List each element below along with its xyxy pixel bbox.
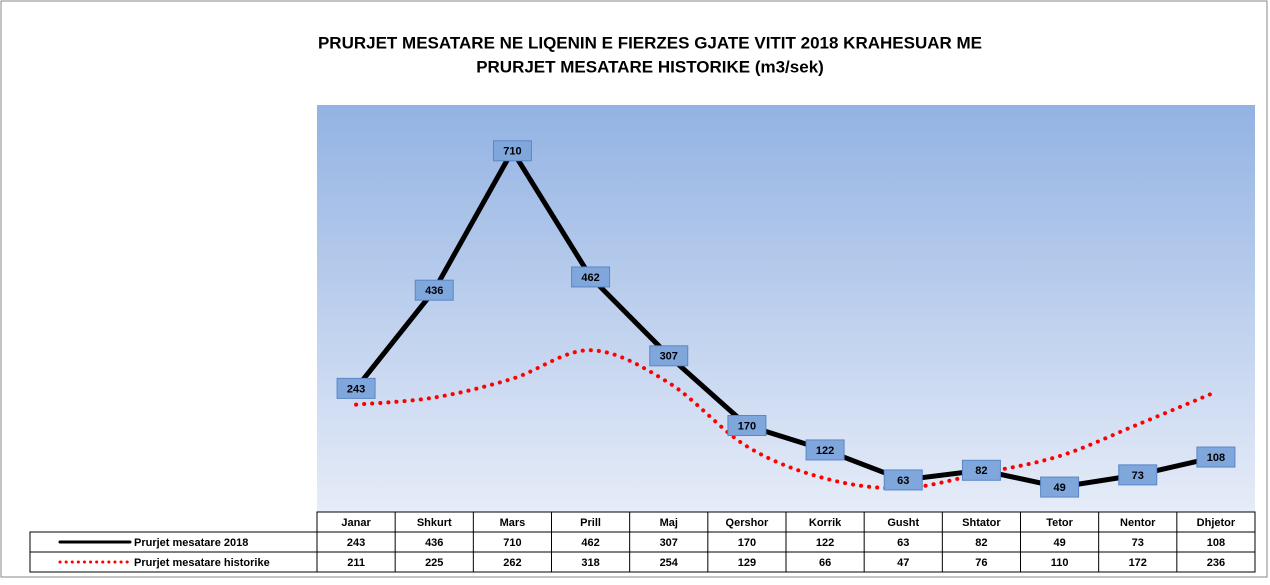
chart-title: PRURJET MESATARE NE LIQENIN E FIERZES GJ… — [318, 33, 982, 52]
data-label: 73 — [1132, 470, 1144, 482]
table-value: 82 — [975, 537, 987, 549]
x-tick-label: Korrik — [809, 517, 842, 529]
data-label-box — [961, 459, 1001, 481]
x-tick-label: Tetor — [1046, 517, 1073, 529]
table-value: 108 — [1207, 537, 1225, 549]
x-tick-label: Gusht — [887, 517, 919, 529]
data-label-box — [492, 140, 532, 162]
table-value: 307 — [660, 537, 678, 549]
data-label: 49 — [1053, 482, 1065, 494]
legend-label: Prurjet mesatare historike — [134, 557, 270, 569]
x-tick-label: Prill — [580, 517, 601, 529]
x-tick-label: Dhjetor — [1197, 517, 1236, 529]
x-tick-label: Shtator — [962, 517, 1001, 529]
data-label: 243 — [347, 383, 365, 395]
x-tick-label: Maj — [660, 517, 678, 529]
data-label-box — [805, 439, 845, 461]
table-value: 172 — [1129, 557, 1147, 569]
data-label: 436 — [425, 285, 443, 297]
chart-subtitle: PRURJET MESATARE HISTORIKE (m3/sek) — [476, 57, 824, 76]
table-value: 66 — [819, 557, 831, 569]
table-value: 710 — [503, 537, 521, 549]
data-label: 170 — [738, 420, 756, 432]
data-label-box — [336, 377, 376, 399]
table-value: 243 — [347, 537, 365, 549]
table-value: 236 — [1207, 557, 1225, 569]
table-value: 225 — [425, 557, 443, 569]
plot-area — [317, 105, 1255, 512]
x-tick-label: Nentor — [1120, 517, 1156, 529]
data-label: 710 — [503, 146, 521, 158]
table-value: 462 — [581, 537, 599, 549]
x-tick-label: Janar — [341, 517, 371, 529]
x-tick-label: Qershor — [726, 517, 770, 529]
data-label-box — [1196, 446, 1236, 468]
data-label-box — [1040, 476, 1080, 498]
data-label-box — [1118, 464, 1158, 486]
data-label-box — [571, 266, 611, 288]
data-label: 122 — [816, 445, 834, 457]
table-value: 254 — [660, 557, 679, 569]
table-value: 318 — [581, 557, 599, 569]
data-label: 307 — [660, 351, 678, 363]
table-value: 262 — [503, 557, 521, 569]
table-value: 110 — [1051, 557, 1069, 569]
data-label: 108 — [1207, 452, 1225, 464]
data-label-box — [727, 415, 767, 437]
legend-label: Prurjet mesatare 2018 — [134, 537, 248, 549]
table-value: 49 — [1053, 537, 1065, 549]
table-value: 76 — [975, 557, 987, 569]
table-value: 122 — [816, 537, 834, 549]
table-value: 170 — [738, 537, 756, 549]
table-value: 47 — [897, 557, 909, 569]
data-label: 63 — [897, 475, 909, 487]
data-label-box — [414, 279, 454, 301]
table-value: 211 — [347, 557, 365, 569]
table-value: 63 — [897, 537, 909, 549]
x-tick-label: Shkurt — [417, 517, 452, 529]
table-value: 129 — [738, 557, 756, 569]
table-value: 73 — [1132, 537, 1144, 549]
table-value: 436 — [425, 537, 443, 549]
data-label: 462 — [581, 272, 599, 284]
x-tick-label: Mars — [500, 517, 526, 529]
data-label-box — [883, 469, 923, 491]
data-label-box — [649, 345, 689, 367]
data-label: 82 — [975, 465, 987, 477]
